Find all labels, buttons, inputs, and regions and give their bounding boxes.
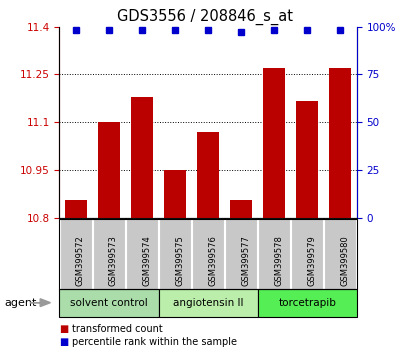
Bar xyxy=(197,132,218,218)
Text: GSM399579: GSM399579 xyxy=(306,235,315,286)
Text: angiotensin II: angiotensin II xyxy=(173,298,243,308)
Bar xyxy=(98,122,119,218)
Text: GSM399575: GSM399575 xyxy=(175,235,184,286)
Bar xyxy=(65,200,86,218)
Bar xyxy=(131,97,153,218)
Text: percentile rank within the sample: percentile rank within the sample xyxy=(72,337,236,347)
Bar xyxy=(263,68,284,218)
Text: GSM399574: GSM399574 xyxy=(142,235,151,286)
Text: GDS3556 / 208846_s_at: GDS3556 / 208846_s_at xyxy=(117,9,292,25)
Text: GSM399580: GSM399580 xyxy=(339,235,348,286)
Text: GSM399573: GSM399573 xyxy=(109,235,118,286)
Text: GSM399572: GSM399572 xyxy=(76,235,85,286)
Text: torcetrapib: torcetrapib xyxy=(278,298,335,308)
Text: GSM399578: GSM399578 xyxy=(274,235,283,286)
Text: transformed count: transformed count xyxy=(72,324,162,333)
Text: agent: agent xyxy=(4,298,36,308)
Bar xyxy=(230,200,251,218)
Text: ■: ■ xyxy=(59,337,69,347)
Bar xyxy=(164,170,185,218)
Text: GSM399577: GSM399577 xyxy=(240,235,249,286)
Text: solvent control: solvent control xyxy=(70,298,148,308)
Text: ■: ■ xyxy=(59,324,69,333)
Bar xyxy=(329,68,350,218)
Text: GSM399576: GSM399576 xyxy=(207,235,216,286)
Bar xyxy=(296,101,317,218)
